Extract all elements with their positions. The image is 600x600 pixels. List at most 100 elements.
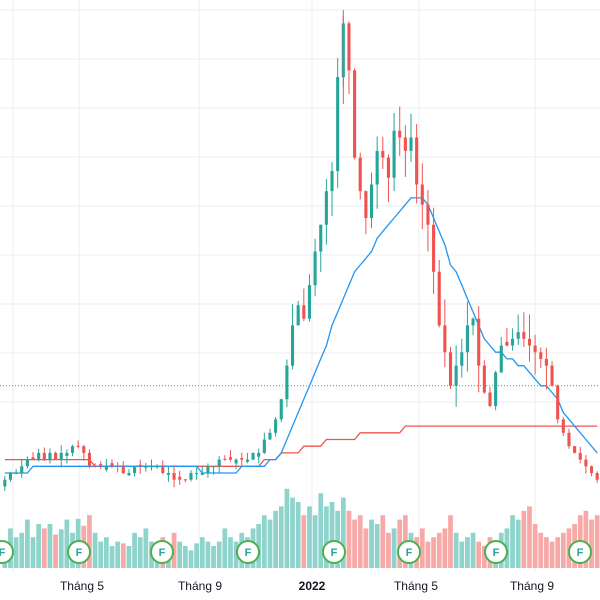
volume-bar bbox=[363, 528, 369, 568]
volume-bar bbox=[560, 532, 566, 568]
candle-body bbox=[499, 345, 503, 373]
candle bbox=[375, 136, 379, 209]
volume-bar bbox=[448, 515, 453, 568]
candle bbox=[166, 466, 170, 482]
candle bbox=[302, 288, 306, 322]
candle bbox=[217, 455, 221, 474]
candle bbox=[307, 274, 312, 322]
volume-bar bbox=[115, 541, 121, 568]
candle-body bbox=[465, 325, 469, 353]
candle-body bbox=[516, 332, 520, 339]
volume-bar bbox=[211, 546, 216, 568]
candle bbox=[104, 458, 108, 472]
volume-bar bbox=[30, 537, 36, 568]
event-badge-label: F bbox=[76, 547, 83, 559]
volume-bar bbox=[233, 541, 239, 568]
candle-body bbox=[240, 458, 244, 460]
volume-bar bbox=[527, 506, 532, 568]
volume-bar bbox=[126, 546, 132, 568]
candle bbox=[37, 448, 41, 462]
candle bbox=[573, 445, 577, 454]
candle bbox=[364, 190, 368, 235]
volume-bar bbox=[41, 528, 47, 568]
volume-bar bbox=[380, 515, 386, 568]
candle-body bbox=[460, 352, 464, 366]
candle bbox=[369, 172, 374, 229]
candle bbox=[319, 224, 323, 272]
candle-body bbox=[54, 452, 58, 460]
candle bbox=[245, 452, 249, 464]
event-badge-label: F bbox=[493, 547, 500, 559]
candle bbox=[398, 106, 402, 156]
candle bbox=[183, 479, 187, 483]
x-tick-label: Tháng 9 bbox=[510, 579, 554, 593]
candle bbox=[54, 451, 58, 461]
event-badge-circle bbox=[568, 540, 592, 564]
candle-body bbox=[8, 473, 13, 480]
candle-body bbox=[358, 157, 362, 192]
candle-body bbox=[37, 452, 41, 460]
candle bbox=[465, 301, 469, 372]
candle-body bbox=[31, 457, 35, 460]
event-badge-circle bbox=[150, 540, 174, 564]
candle bbox=[595, 471, 599, 483]
volume-bar bbox=[132, 532, 137, 568]
candle bbox=[223, 455, 227, 461]
candle-body bbox=[477, 318, 481, 366]
candle-body bbox=[471, 318, 475, 326]
volume-bar bbox=[47, 524, 53, 568]
candle bbox=[477, 306, 481, 393]
candle-body bbox=[178, 476, 182, 480]
candle bbox=[584, 455, 588, 474]
candle-body bbox=[398, 130, 402, 138]
volume-bar bbox=[194, 543, 200, 568]
candle bbox=[195, 467, 199, 480]
event-badge: F bbox=[150, 540, 174, 564]
candle-body bbox=[285, 365, 289, 400]
event-badge-label: F bbox=[245, 547, 252, 559]
candle-body bbox=[99, 464, 103, 467]
candle-body bbox=[206, 466, 210, 474]
candle-body bbox=[505, 341, 509, 346]
volume-bar bbox=[318, 493, 324, 568]
candle-body bbox=[522, 332, 526, 339]
volume-bar bbox=[465, 537, 470, 568]
volume-bar bbox=[324, 506, 329, 568]
candle bbox=[251, 452, 255, 461]
candle bbox=[274, 417, 278, 437]
volume-bar bbox=[589, 519, 594, 568]
candle-body bbox=[212, 466, 216, 468]
candle-body bbox=[432, 224, 436, 272]
volume-bar bbox=[391, 528, 397, 568]
candle-body bbox=[409, 137, 413, 151]
candle bbox=[200, 465, 204, 475]
volume-bar bbox=[419, 528, 425, 568]
candle bbox=[488, 387, 492, 408]
candle bbox=[144, 462, 148, 472]
volume-bar bbox=[312, 515, 318, 568]
volume-bar bbox=[357, 515, 363, 568]
candle bbox=[392, 113, 396, 192]
candle bbox=[296, 300, 300, 326]
candle bbox=[381, 136, 385, 169]
candle bbox=[48, 448, 52, 464]
candle-body bbox=[245, 459, 249, 462]
candle-body bbox=[392, 130, 396, 178]
candle-body bbox=[262, 439, 266, 453]
volume-bar bbox=[36, 524, 42, 568]
volume-bar bbox=[290, 497, 295, 568]
candle-body bbox=[347, 23, 351, 71]
candle bbox=[212, 465, 216, 475]
candle-body bbox=[228, 457, 233, 460]
candle-body bbox=[200, 473, 204, 475]
candle bbox=[121, 461, 125, 475]
candle-body bbox=[369, 184, 374, 219]
candle bbox=[454, 345, 458, 407]
volume-bar bbox=[538, 532, 544, 568]
volume-bar bbox=[594, 515, 600, 568]
x-tick-label: Tháng 5 bbox=[394, 579, 438, 593]
ma-long-line bbox=[4, 425, 598, 467]
candle bbox=[206, 463, 210, 478]
volume-bar bbox=[549, 541, 555, 568]
volume-bar bbox=[87, 515, 92, 568]
